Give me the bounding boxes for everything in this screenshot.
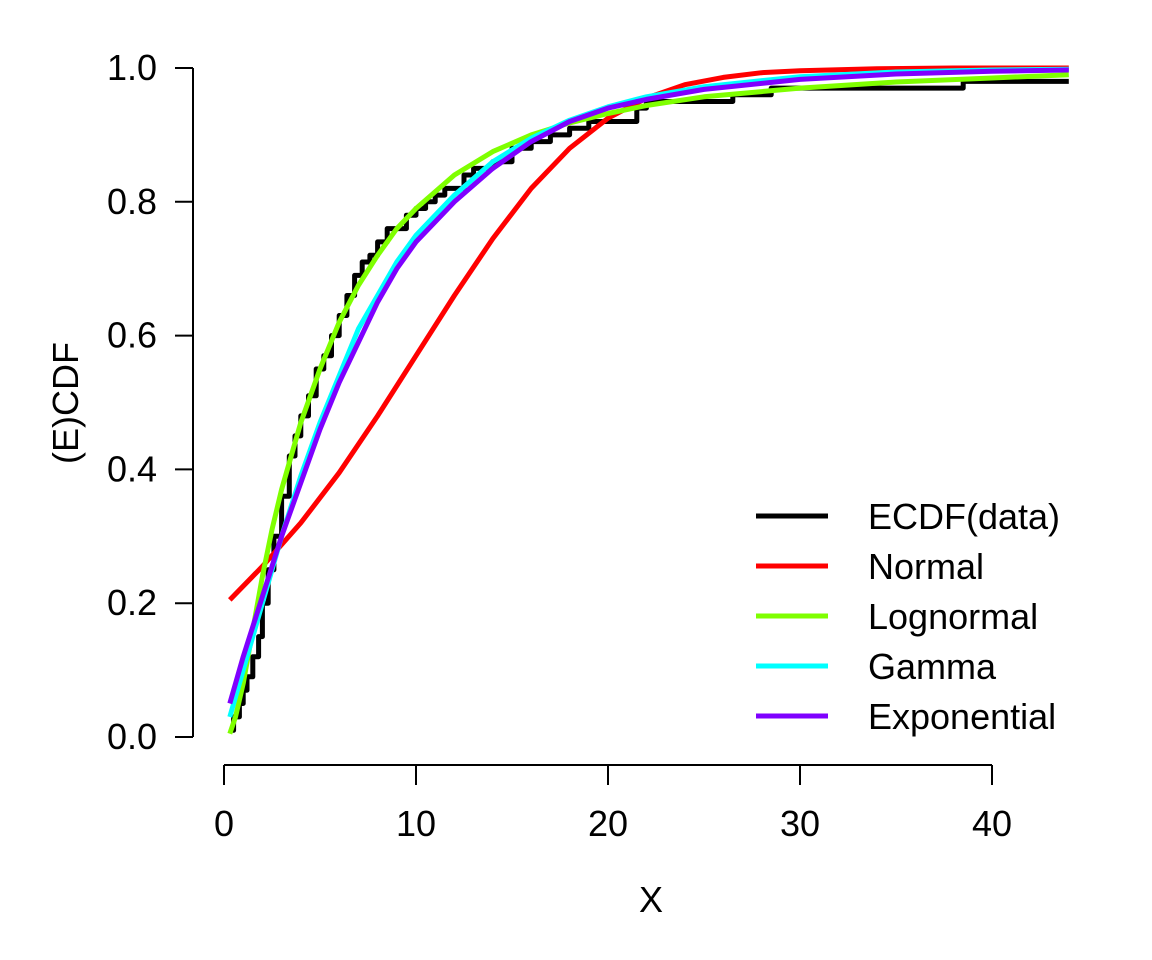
series-line-exponential (227, 67, 1069, 705)
y-axis-label: (E)CDF (45, 342, 86, 464)
x-axis-label: X (639, 879, 663, 920)
x-tick-label: 40 (972, 803, 1012, 844)
y-tick-label: 0.0 (107, 716, 157, 757)
y-tick-label: 0.2 (107, 582, 157, 623)
legend-label-ecdf-data: ECDF(data) (868, 496, 1060, 537)
y-tick-label: 0.8 (107, 181, 157, 222)
legend: ECDF(data) Normal Lognormal Gamma Exponentia… (756, 496, 1060, 737)
x-tick-label: 20 (588, 803, 628, 844)
y-tick-label: 0.6 (107, 315, 157, 356)
axes: 0 10 20 30 40 0.0 0.2 0.4 0.6 0.8 1.0 (107, 47, 1012, 844)
plot-lines (227, 65, 1069, 735)
series-line-normal (228, 65, 1069, 602)
x-tick-label: 0 (214, 803, 234, 844)
legend-label-normal: Normal (868, 546, 984, 587)
legend-label-gamma: Gamma (868, 646, 997, 687)
y-tick-label: 1.0 (107, 47, 157, 88)
series-line-ecdf-data (229, 78, 1069, 733)
legend-label-lognormal: Lognormal (868, 596, 1038, 637)
series-line-lognormal (227, 72, 1069, 735)
x-tick-label: 10 (396, 803, 436, 844)
x-tick-label: 30 (780, 803, 820, 844)
y-tick-label: 0.4 (107, 448, 157, 489)
legend-label-exponential: Exponential (868, 696, 1056, 737)
